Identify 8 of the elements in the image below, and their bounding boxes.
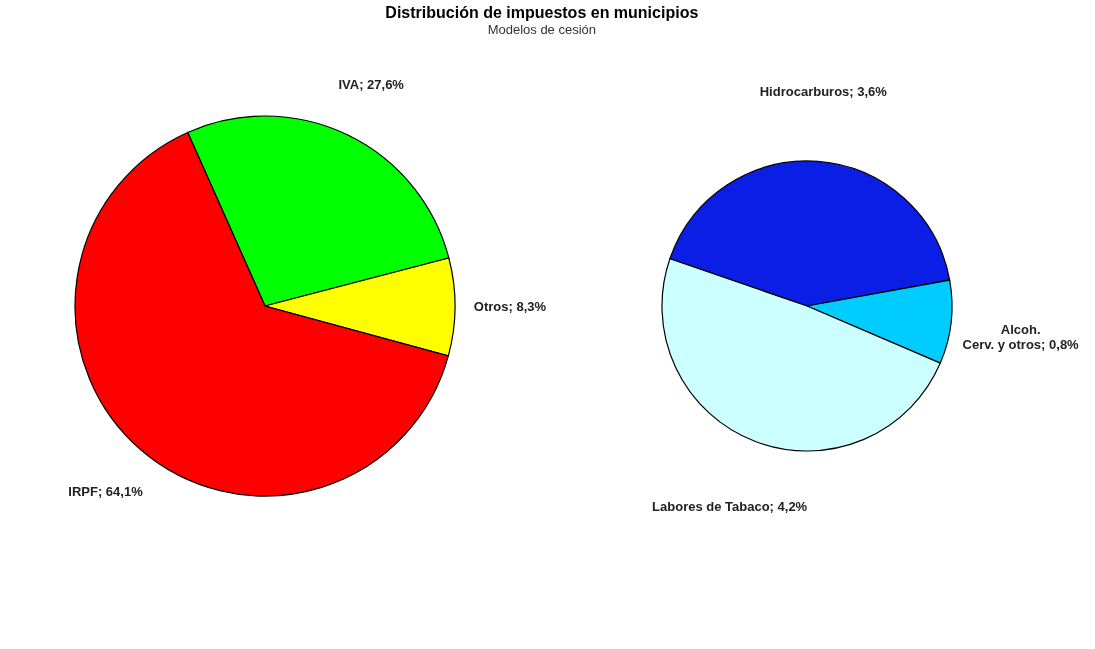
slice-label: IRPF; 64,1% — [68, 483, 144, 499]
chart-title: Distribución de impuestos en municipios — [385, 4, 699, 21]
slice-label: Hidrocarburos; 3,6% — [759, 83, 888, 99]
slice-label: Alcoh. Cerv. y otros; 0,8% — [962, 322, 1080, 353]
slice-label: Otros; 8,3% — [473, 299, 547, 315]
slice-label: Labores de Tabaco; 4,2% — [652, 498, 808, 514]
chart-subtitle: Modelos de cesión — [487, 22, 597, 37]
slice-label: IVA; 27,6% — [338, 77, 405, 93]
